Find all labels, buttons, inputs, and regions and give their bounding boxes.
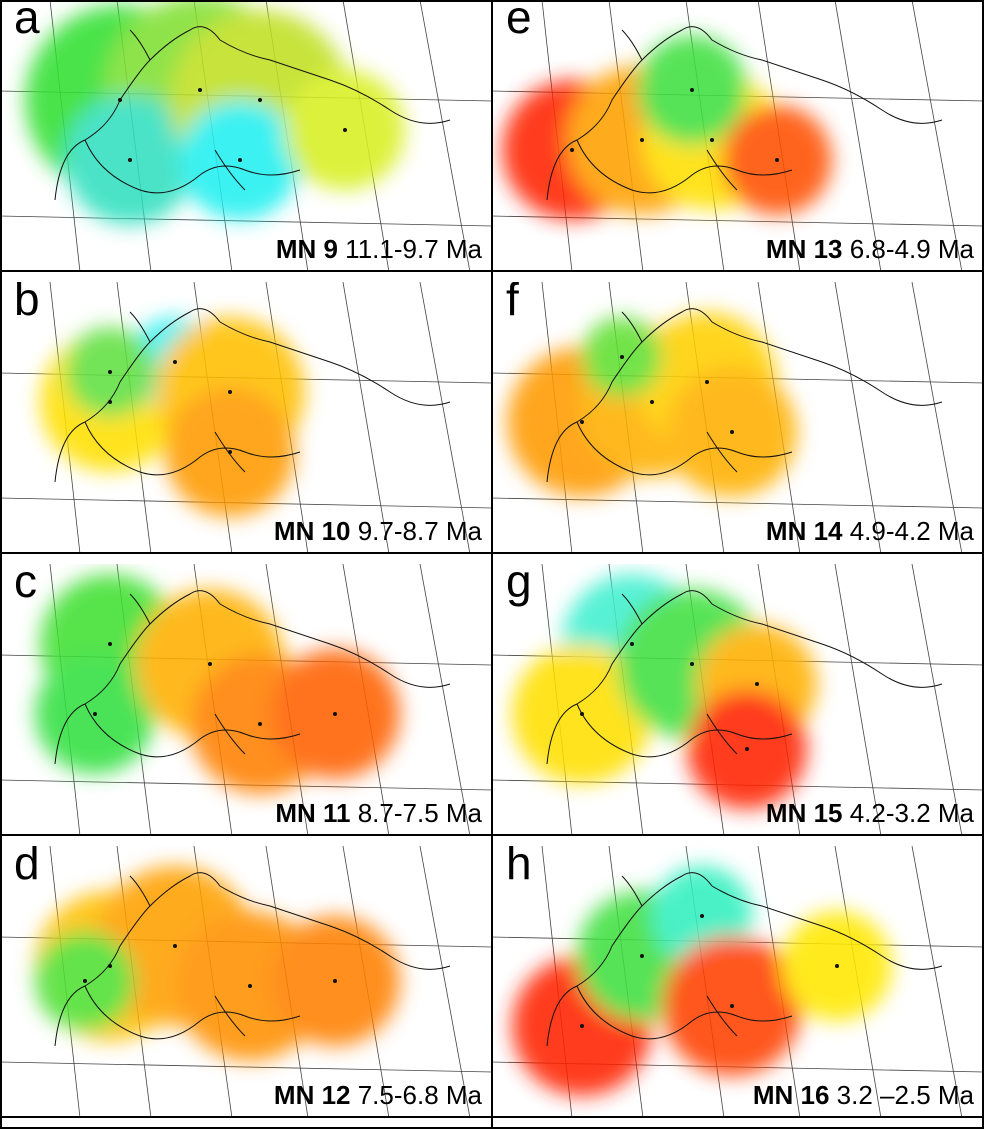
map-svg <box>492 564 984 834</box>
map-svg <box>0 846 492 1116</box>
panel-caption: MN 16 3.2 –2.5 Ma <box>753 1082 974 1108</box>
panel-caption: MN 14 4.9-4.2 Ma <box>766 518 974 544</box>
locality-dot <box>730 1004 734 1008</box>
map-panel-b: b MN 10 9.7-8.7 Ma <box>0 282 492 554</box>
locality-dot <box>83 979 87 983</box>
locality-dot <box>650 400 654 404</box>
locality-dot <box>108 964 112 968</box>
map-panel-a: a MN 9 11.1-9.7 Ma <box>0 0 492 272</box>
map-svg <box>0 0 492 270</box>
age-range-label: 7.5-6.8 Ma <box>350 1080 482 1110</box>
locality-dot <box>208 662 212 666</box>
map-svg <box>492 282 984 552</box>
locality-dot <box>775 158 779 162</box>
map-panel-g: g MN 15 4.2-3.2 Ma <box>492 564 984 836</box>
map-panel-e: e MN 13 6.8-4.9 Ma <box>492 0 984 272</box>
locality-dot <box>173 360 177 364</box>
locality-dot <box>173 944 177 948</box>
mn-zone-label: MN 16 <box>752 1080 830 1110</box>
locality-dot <box>108 400 112 404</box>
locality-dot <box>333 979 337 983</box>
panel-caption: MN 11 8.7-7.5 Ma <box>275 800 482 826</box>
locality-dot <box>710 138 714 142</box>
locality-dot <box>238 158 242 162</box>
locality-dot <box>630 642 634 646</box>
locality-dot <box>128 158 132 162</box>
mn-zone-label: MN 10 <box>273 516 351 546</box>
locality-dot <box>730 430 734 434</box>
map-svg <box>0 564 492 834</box>
age-range-label: 8.7-7.5 Ma <box>350 798 482 828</box>
panel-letter: a <box>14 0 40 43</box>
locality-dot <box>198 88 202 92</box>
age-range-label: 3.2 –2.5 Ma <box>829 1080 974 1110</box>
locality-dot <box>745 747 749 751</box>
age-range-label: 4.2-3.2 Ma <box>842 798 974 828</box>
locality-dot <box>108 642 112 646</box>
coastline <box>54 26 451 201</box>
age-range-label: 9.7-8.7 Ma <box>350 516 482 546</box>
coastline <box>546 590 943 765</box>
coastline <box>546 308 943 483</box>
locality-dot <box>580 712 584 716</box>
mn-zone-label: MN 9 <box>275 234 338 264</box>
panel-caption: MN 15 4.2-3.2 Ma <box>766 800 974 826</box>
map-svg <box>492 0 984 270</box>
locality-dot <box>690 88 694 92</box>
coastline <box>546 26 943 201</box>
locality-dot <box>248 984 252 988</box>
locality-dot <box>705 380 709 384</box>
locality-dot <box>258 98 262 102</box>
locality-dot <box>835 964 839 968</box>
panel-letter: f <box>506 282 519 325</box>
map-panel-c: c MN 11 8.7-7.5 Ma <box>0 564 492 836</box>
locality-dot <box>620 355 624 359</box>
panel-letter: d <box>14 846 40 889</box>
panel-caption: MN 13 6.8-4.9 Ma <box>766 236 974 262</box>
mn-zone-label: MN 11 <box>275 798 351 828</box>
mn-zone-label: MN 15 <box>765 798 843 828</box>
locality-dot <box>108 370 112 374</box>
age-range-label: 6.8-4.9 Ma <box>842 234 974 264</box>
panel-letter: e <box>506 0 532 43</box>
locality-dot <box>258 722 262 726</box>
age-range-label: 4.9-4.2 Ma <box>842 516 974 546</box>
locality-dot <box>690 662 694 666</box>
locality-dot <box>580 1024 584 1028</box>
locality-dot <box>700 914 704 918</box>
locality-dot <box>118 98 122 102</box>
mn-zone-label: MN 13 <box>765 234 843 264</box>
locality-dot <box>228 450 232 454</box>
coastline <box>54 308 451 483</box>
mn-zone-label: MN 12 <box>273 1080 351 1110</box>
coastline <box>546 872 943 1047</box>
locality-dot <box>580 420 584 424</box>
locality-dot <box>640 954 644 958</box>
panel-caption: MN 12 7.5-6.8 Ma <box>274 1082 482 1108</box>
locality-dot <box>343 128 347 132</box>
panel-letter: g <box>506 564 532 607</box>
coastline <box>54 590 451 765</box>
age-range-label: 11.1-9.7 Ma <box>337 234 482 264</box>
locality-dot <box>570 148 574 152</box>
locality-dot <box>333 712 337 716</box>
map-panel-d: d MN 12 7.5-6.8 Ma <box>0 846 492 1118</box>
panel-divider <box>491 0 493 1129</box>
locality-dot <box>755 682 759 686</box>
coastline <box>54 872 451 1047</box>
locality-dot <box>228 390 232 394</box>
map-svg <box>492 846 984 1116</box>
map-panel-f: f MN 14 4.9-4.2 Ma <box>492 282 984 554</box>
panel-caption: MN 9 11.1-9.7 Ma <box>276 236 482 262</box>
mn-zone-label: MN 14 <box>765 516 843 546</box>
locality-dot <box>640 138 644 142</box>
panel-letter: c <box>14 564 37 607</box>
panel-letter: b <box>14 282 40 325</box>
panel-letter: h <box>506 846 532 889</box>
map-panel-h: h MN 16 3.2 –2.5 Ma <box>492 846 984 1118</box>
panel-caption: MN 10 9.7-8.7 Ma <box>274 518 482 544</box>
locality-dot <box>93 712 97 716</box>
map-svg <box>0 282 492 552</box>
